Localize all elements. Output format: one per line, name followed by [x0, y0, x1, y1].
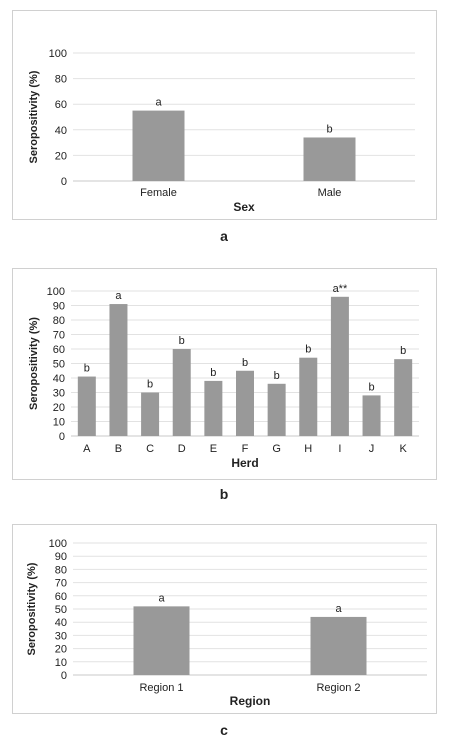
significance-letter: b	[326, 123, 332, 135]
y-axis-title: Seropositivity (%)	[26, 562, 38, 655]
significance-letter: a	[155, 97, 162, 109]
y-tick-label: 100	[47, 286, 65, 298]
bar	[133, 606, 190, 675]
y-tick-label: 50	[53, 359, 65, 371]
x-axis-title: Herd	[231, 456, 258, 470]
y-tick-label: 80	[53, 315, 65, 327]
y-tick-label: 60	[55, 591, 67, 603]
chart-panel-sex: 0 20 40 60 80 100 a Female b Male Sex Seropositivit…	[12, 10, 437, 220]
y-axis-title: Seropositivity (%)	[28, 70, 40, 163]
x-tick-label: Male	[318, 187, 342, 199]
significance-letter: b	[147, 379, 153, 391]
x-tick-label: E	[210, 443, 217, 455]
y-tick-label: 10	[55, 657, 67, 669]
x-tick-label: Female	[140, 187, 177, 199]
y-tick-label: 40	[55, 125, 67, 137]
bar	[394, 359, 413, 436]
x-tick-label: Region 1	[139, 682, 183, 694]
y-tick-label: 20	[55, 644, 67, 656]
y-tick-label: 70	[53, 330, 65, 342]
y-tick-label: 60	[55, 99, 67, 111]
y-tick-label: 30	[53, 388, 65, 400]
x-tick-label: D	[178, 443, 186, 455]
significance-letter: b	[274, 370, 280, 382]
x-tick-label: A	[83, 443, 91, 455]
significance-letter: b	[305, 344, 311, 356]
chart-herd: 0 10 20 30 40 50 60 70 80 90 100 b Aa Bb Cb Db Eb Fb Gb Ha*…	[28, 283, 419, 470]
x-tick-label: I	[338, 443, 341, 455]
y-tick-label: 90	[55, 551, 67, 563]
chart-sex: 0 20 40 60 80 100 a Female b Male Sex Seropositivit…	[28, 48, 415, 214]
y-tick-label: 70	[55, 578, 67, 590]
x-tick-label: J	[369, 443, 375, 455]
y-tick-label: 0	[61, 670, 67, 682]
x-tick-label: B	[115, 443, 122, 455]
x-tick-label: H	[304, 443, 312, 455]
significance-letter: b	[400, 345, 406, 357]
significance-letter: a**	[333, 283, 348, 295]
y-tick-label: 80	[55, 564, 67, 576]
y-tick-label: 100	[49, 538, 67, 550]
significance-letter: b	[210, 367, 216, 379]
x-axis-title: Region	[230, 694, 271, 708]
y-tick-label: 40	[55, 617, 67, 629]
y-tick-label: 20	[53, 402, 65, 414]
y-tick-label: 40	[53, 373, 65, 385]
bar	[330, 296, 349, 436]
significance-letter: b	[179, 335, 185, 347]
y-tick-label: 90	[53, 301, 65, 313]
chart-caption-region: c	[220, 722, 228, 738]
significance-letter: a	[115, 290, 122, 302]
y-tick-label: 0	[61, 176, 67, 188]
y-tick-label: 0	[59, 431, 65, 443]
y-tick-label: 100	[49, 48, 67, 60]
x-axis-title: Sex	[233, 200, 255, 214]
bar	[172, 349, 191, 436]
bar	[109, 304, 128, 436]
chart-caption-sex: a	[220, 228, 228, 244]
y-tick-label: 20	[55, 150, 67, 162]
bar	[204, 380, 223, 436]
bar	[77, 376, 96, 436]
significance-letter: a	[335, 603, 342, 615]
chart-caption-herd: b	[219, 486, 229, 502]
y-tick-label: 50	[55, 604, 67, 616]
x-tick-label: C	[146, 443, 154, 455]
significance-letter: a	[158, 592, 165, 604]
x-tick-label: Region 2	[316, 682, 360, 694]
x-tick-label: F	[242, 443, 249, 455]
bar	[141, 392, 160, 436]
y-tick-label: 60	[53, 344, 65, 356]
x-tick-label: G	[272, 443, 281, 455]
y-tick-label: 30	[55, 630, 67, 642]
significance-letter: b	[242, 357, 248, 369]
bar	[362, 395, 381, 436]
significance-letter: b	[84, 363, 90, 375]
bar	[299, 357, 318, 436]
bar	[132, 110, 185, 181]
chart-panel-region: 0 10 20 30 40 50 60 70 80 90 100 a Region 1 a Region 2…	[12, 524, 437, 714]
y-axis-title: Seropositivity (%)	[28, 317, 40, 410]
significance-letter: b	[368, 381, 374, 393]
bar	[310, 616, 367, 675]
x-tick-label: K	[400, 443, 408, 455]
bar	[267, 383, 286, 436]
y-tick-label: 10	[53, 417, 65, 429]
bar	[236, 370, 254, 436]
y-tick-label: 80	[55, 74, 67, 86]
bar	[303, 137, 356, 181]
